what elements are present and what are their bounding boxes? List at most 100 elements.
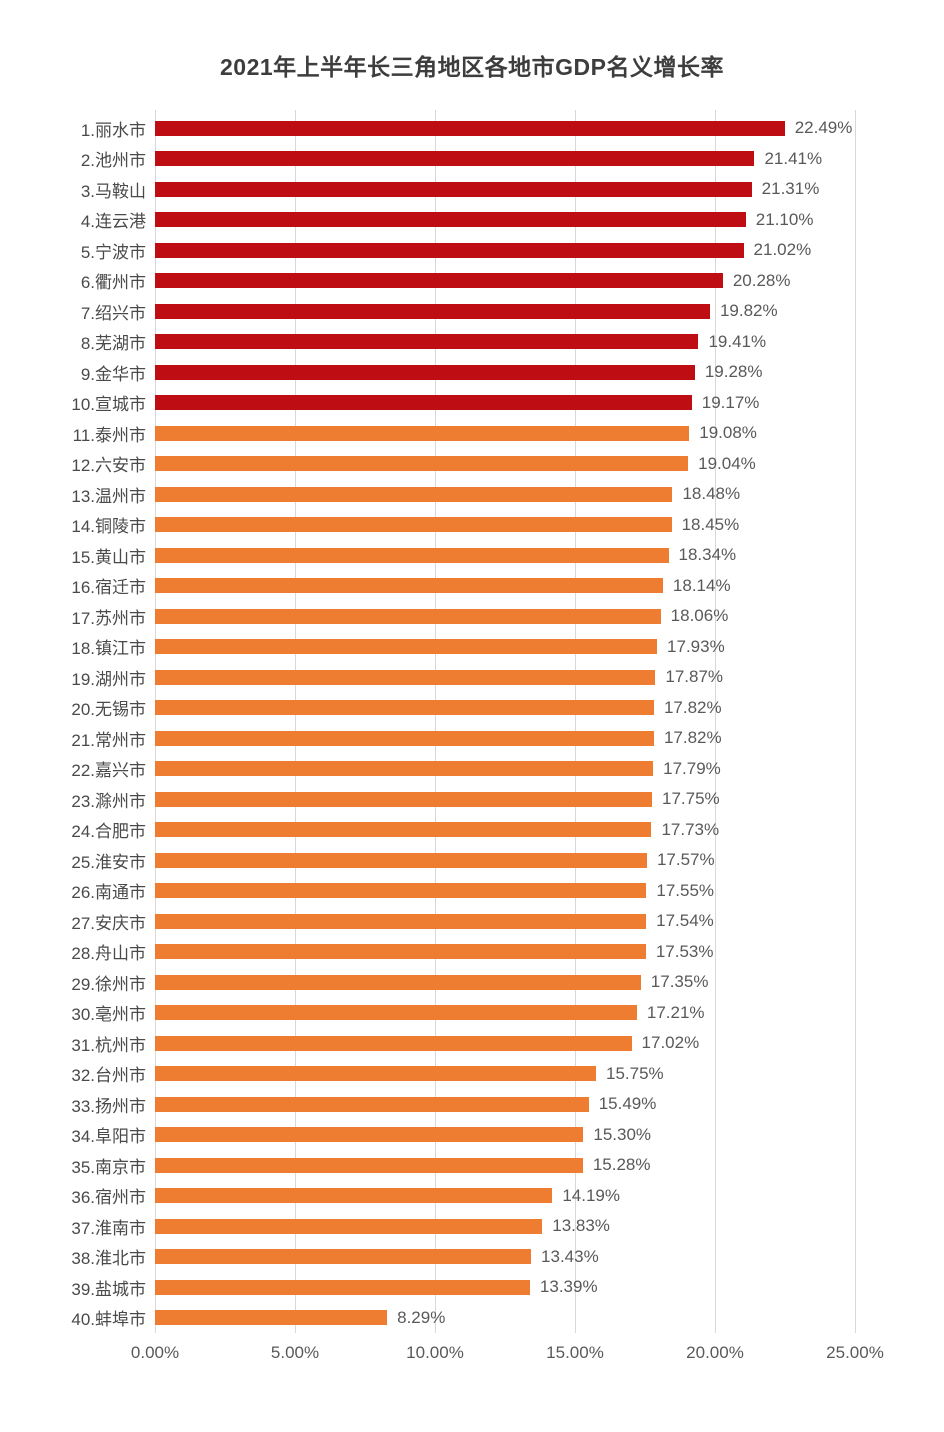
bar-track: 18.06% bbox=[155, 606, 855, 625]
value-label: 13.83% bbox=[552, 1216, 610, 1236]
category-label: 16.宿迁市 bbox=[71, 578, 146, 598]
bar-row: 34.阜阳市 15.30% bbox=[0, 1120, 944, 1151]
bar[interactable] bbox=[155, 1279, 530, 1295]
category-label: 6.衢州市 bbox=[80, 273, 146, 293]
bar-row: 40.蚌埠市 8.29% bbox=[0, 1303, 944, 1334]
bar[interactable] bbox=[155, 303, 710, 319]
value-label: 14.19% bbox=[562, 1185, 620, 1205]
x-axis: 0.00% 5.00% 10.00% 15.00% 20.00% 25.00% bbox=[131, 1343, 884, 1367]
chart-title: 2021年上半年长三角地区各地市GDP名义增长率 bbox=[219, 54, 724, 80]
bar[interactable] bbox=[155, 486, 673, 502]
category-label: 22.嘉兴市 bbox=[71, 761, 146, 781]
bar[interactable] bbox=[155, 1127, 584, 1143]
bar[interactable] bbox=[155, 456, 689, 472]
bar[interactable] bbox=[155, 791, 652, 807]
value-label: 21.31% bbox=[761, 179, 820, 199]
bar-row: 20.无锡市 17.82% bbox=[0, 693, 944, 724]
bar-track: 15.28% bbox=[155, 1155, 855, 1174]
bar[interactable] bbox=[155, 852, 647, 868]
bar[interactable] bbox=[155, 273, 723, 289]
x-tick-label: 20.00% bbox=[686, 1343, 744, 1362]
bar[interactable] bbox=[155, 212, 746, 228]
bar[interactable] bbox=[155, 517, 672, 533]
bar-row: 26.南通市 17.55% bbox=[0, 876, 944, 907]
bar-track: 17.82% bbox=[155, 698, 855, 717]
bar[interactable] bbox=[155, 1066, 596, 1082]
category-label: 24.合肥市 bbox=[71, 822, 146, 842]
bar-row: 22.嘉兴市 17.79% bbox=[0, 754, 944, 785]
value-label: 13.39% bbox=[539, 1277, 598, 1297]
value-label: 15.49% bbox=[598, 1094, 657, 1114]
bar-track: 15.49% bbox=[155, 1094, 855, 1114]
bar[interactable] bbox=[155, 181, 752, 197]
bar-track: 17.55% bbox=[155, 881, 855, 900]
bar-track: 17.21% bbox=[155, 1002, 855, 1022]
bar[interactable] bbox=[155, 1035, 632, 1051]
bar-row: 29.徐州市 17.35% bbox=[0, 967, 944, 998]
bar-row: 37.淮南市 13.83% bbox=[0, 1211, 944, 1242]
bar-track: 17.35% bbox=[155, 972, 855, 992]
bar-track: 17.02% bbox=[155, 1033, 855, 1052]
bar[interactable] bbox=[155, 395, 692, 411]
bar[interactable] bbox=[155, 425, 690, 441]
bar-track: 19.08% bbox=[155, 423, 855, 442]
bar-row: 11.泰州市 19.08% bbox=[0, 418, 944, 449]
bar[interactable] bbox=[155, 1096, 589, 1112]
category-label: 34.阜阳市 bbox=[71, 1127, 146, 1147]
bar-track: 21.31% bbox=[155, 179, 855, 199]
bar-row: 17.苏州市 18.06% bbox=[0, 601, 944, 632]
value-label: 19.28% bbox=[704, 362, 763, 382]
bar[interactable] bbox=[155, 1218, 543, 1234]
bar[interactable] bbox=[155, 913, 647, 929]
bar[interactable] bbox=[155, 334, 699, 350]
bar[interactable] bbox=[155, 944, 646, 960]
bar[interactable] bbox=[155, 822, 652, 838]
bar-row: 2.池州市 21.41% bbox=[0, 144, 944, 175]
gridline bbox=[575, 110, 576, 1333]
category-label: 38.淮北市 bbox=[71, 1249, 146, 1269]
x-tick-label: 25.00% bbox=[826, 1343, 884, 1362]
category-label: 11.泰州市 bbox=[72, 425, 146, 445]
bar[interactable] bbox=[155, 700, 654, 716]
bar-row: 18.镇江市 17.93% bbox=[0, 632, 944, 663]
x-tick-label: 10.00% bbox=[406, 1343, 464, 1362]
bar-row: 35.南京市 15.28% bbox=[0, 1150, 944, 1181]
value-label: 18.14% bbox=[672, 575, 731, 595]
bar-track: 22.49% bbox=[155, 118, 855, 137]
value-label: 17.35% bbox=[650, 972, 709, 992]
bar-track: 20.28% bbox=[155, 271, 855, 290]
bar[interactable] bbox=[155, 1188, 553, 1204]
bar[interactable] bbox=[155, 120, 785, 136]
bar-track: 19.41% bbox=[155, 332, 855, 351]
bar-row: 33.扬州市 15.49% bbox=[0, 1089, 944, 1120]
bar-track: 17.82% bbox=[155, 728, 855, 747]
bar[interactable] bbox=[155, 639, 658, 655]
bar-row: 15.黄山市 18.34% bbox=[0, 540, 944, 571]
category-label: 32.台州市 bbox=[71, 1066, 146, 1086]
bar[interactable] bbox=[155, 608, 661, 624]
value-label: 17.21% bbox=[646, 1002, 705, 1022]
gridlines bbox=[155, 110, 856, 1333]
bar-row: 6.衢州市 20.28% bbox=[0, 266, 944, 297]
bar-row: 13.温州市 18.48% bbox=[0, 479, 944, 510]
bar[interactable] bbox=[155, 242, 744, 258]
bar[interactable] bbox=[155, 578, 663, 594]
bar[interactable] bbox=[155, 974, 641, 990]
value-label: 15.75% bbox=[606, 1063, 664, 1083]
bar[interactable] bbox=[155, 151, 755, 167]
bar-row: 7.绍兴市 19.82% bbox=[0, 296, 944, 327]
bar[interactable] bbox=[155, 883, 647, 899]
bar[interactable] bbox=[155, 1249, 532, 1265]
bar-row: 10.宣城市 19.17% bbox=[0, 388, 944, 419]
bar-row: 23.滁州市 17.75% bbox=[0, 784, 944, 815]
bar[interactable] bbox=[155, 730, 654, 746]
bar[interactable] bbox=[155, 761, 654, 777]
bar[interactable] bbox=[155, 1157, 583, 1173]
bar[interactable] bbox=[155, 1005, 637, 1021]
bar[interactable] bbox=[155, 364, 695, 380]
bar[interactable] bbox=[155, 1310, 388, 1326]
gridline bbox=[155, 110, 156, 1333]
bar[interactable] bbox=[155, 669, 656, 685]
bar[interactable] bbox=[155, 547, 669, 563]
category-label: 31.杭州市 bbox=[71, 1035, 146, 1055]
